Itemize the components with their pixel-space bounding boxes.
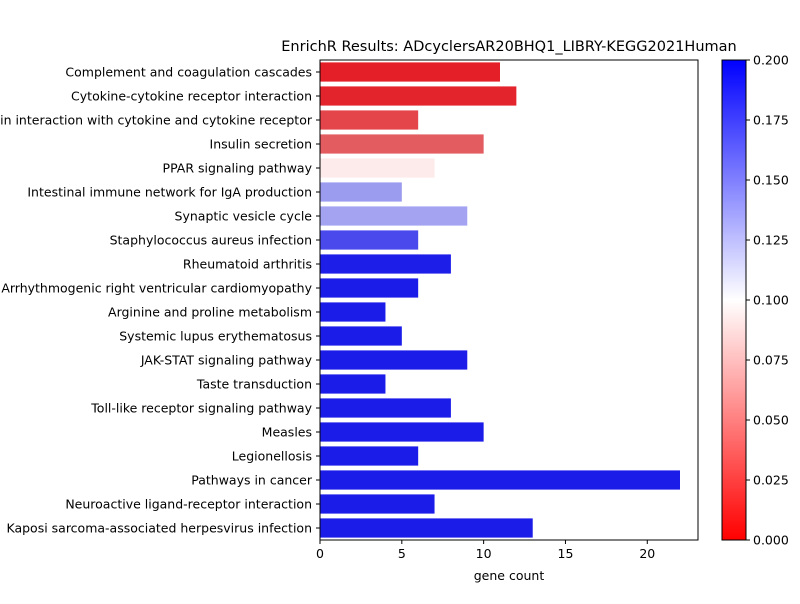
bar bbox=[320, 374, 386, 394]
x-tick-label: 0 bbox=[316, 546, 324, 561]
plot-area: Complement and coagulation cascades Cytok… bbox=[0, 62, 680, 561]
bar bbox=[320, 518, 533, 538]
bar bbox=[320, 422, 484, 442]
x-tick-label: 20 bbox=[639, 546, 655, 561]
y-tick-label: Neuroactive ligand-receptor interaction bbox=[65, 497, 312, 512]
colorbar-tick-label: 0.075 bbox=[753, 353, 789, 368]
y-tick-label: Measles bbox=[262, 425, 312, 440]
bar bbox=[320, 278, 419, 298]
colorbar-tick-label: 0.175 bbox=[753, 113, 789, 128]
y-tick-label: Synaptic vesicle cycle bbox=[175, 209, 313, 224]
colorbar-gradient bbox=[721, 59, 747, 541]
colorbar-tick-label: 0.050 bbox=[753, 413, 789, 428]
bar bbox=[320, 158, 435, 178]
y-tick-label: Staphylococcus aureus infection bbox=[110, 233, 312, 248]
y-tick-label: Insulin secretion bbox=[210, 137, 312, 152]
colorbar-tick-label: 0.150 bbox=[753, 173, 789, 188]
bar bbox=[320, 446, 419, 466]
y-tick-label: PPAR signaling pathway bbox=[163, 161, 313, 176]
colorbar-tick-label: 0.200 bbox=[753, 53, 789, 68]
colorbar: 0.000 0.025 0.050 0.075 0.100 0.125 0.150 0.175… bbox=[721, 53, 789, 548]
bar bbox=[320, 206, 468, 226]
bar bbox=[320, 398, 451, 418]
bar bbox=[320, 254, 451, 274]
y-tick-label: Legionellosis bbox=[232, 449, 312, 464]
y-tick-label: Arginine and proline metabolism bbox=[108, 305, 312, 320]
x-axis-label: gene count bbox=[474, 568, 545, 583]
colorbar-tick-label: 0.100 bbox=[753, 293, 789, 308]
y-tick-label: Systemic lupus erythematosus bbox=[119, 329, 312, 344]
bar bbox=[320, 86, 517, 106]
y-tick-label: Rheumatoid arthritis bbox=[183, 257, 312, 272]
bar bbox=[320, 134, 484, 154]
x-tick-label: 5 bbox=[398, 546, 406, 561]
chart-title: EnrichR Results: ADcyclersAR20BHQ1_LIBRY… bbox=[281, 39, 736, 55]
colorbar-tick-label: 0.025 bbox=[753, 473, 789, 488]
bar bbox=[320, 62, 500, 82]
y-tick-label: JAK-STAT signaling pathway bbox=[140, 353, 313, 368]
y-tick-label: Taste transduction bbox=[196, 377, 312, 392]
bar bbox=[320, 350, 468, 370]
bar bbox=[320, 494, 435, 514]
bar bbox=[320, 182, 402, 202]
y-tick-label: Kaposi sarcoma-associated herpesvirus in… bbox=[6, 521, 312, 536]
y-tick-label: Toll-like receptor signaling pathway bbox=[90, 401, 312, 416]
colorbar-tick-label: 0.125 bbox=[753, 233, 789, 248]
plot-frame bbox=[319, 59, 699, 541]
bar bbox=[320, 302, 386, 322]
y-tick-label: Intestinal immune network for IgA produc… bbox=[27, 185, 312, 200]
bar bbox=[320, 326, 402, 346]
y-tick-label: Arrhythmogenic right ventricular cardiom… bbox=[1, 281, 312, 296]
colorbar-tick-label: 0.000 bbox=[753, 533, 789, 548]
x-tick-label: 10 bbox=[476, 546, 492, 561]
bar bbox=[320, 110, 419, 130]
y-tick-label: Complement and coagulation cascades bbox=[65, 65, 312, 80]
y-tick-label: Cytokine-cytokine receptor interaction bbox=[71, 89, 312, 104]
y-tick-label: Viral protein interaction with cytokine … bbox=[0, 113, 313, 128]
x-tick-label: 15 bbox=[558, 546, 574, 561]
bar bbox=[320, 230, 419, 250]
bar bbox=[320, 470, 680, 490]
y-tick-label: Pathways in cancer bbox=[191, 473, 313, 488]
